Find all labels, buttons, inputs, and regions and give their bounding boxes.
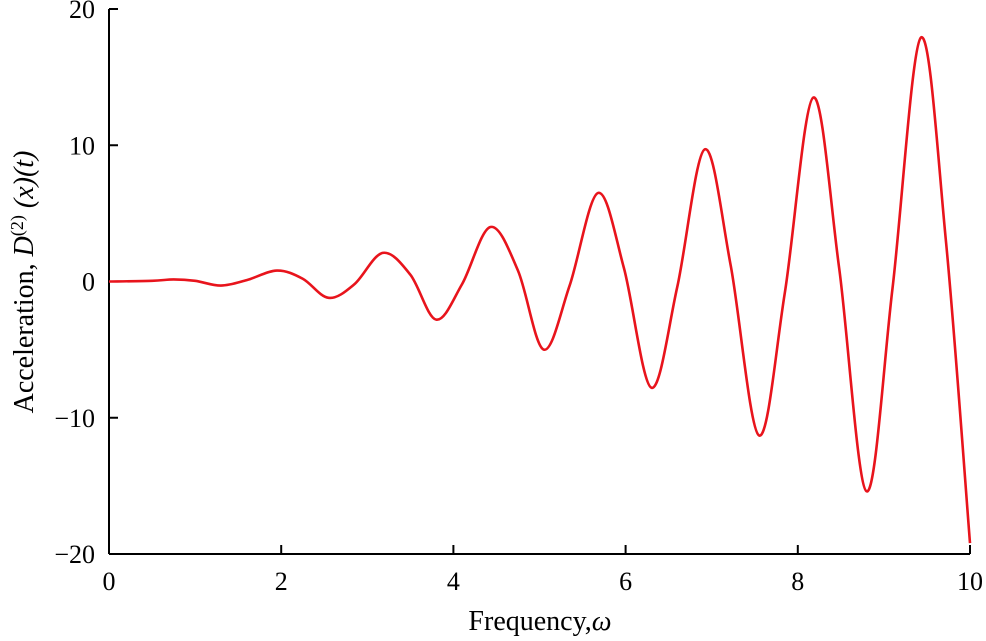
y-tick-label: −20 (54, 540, 95, 569)
series-line (108, 36, 972, 544)
x-axis-title: Frequency,ω (468, 606, 611, 637)
x-tick-label: 10 (957, 567, 983, 596)
y-axis-title-rest: (x)(t) (9, 151, 40, 216)
y-tick-label: −10 (54, 404, 95, 433)
x-axis-title-text: Frequency, (468, 606, 591, 637)
y-axis-title-sup: (2) (7, 215, 28, 236)
y-tick-label: 10 (69, 131, 95, 160)
x-axis-title-symbol: ω (592, 606, 612, 637)
x-tick-label: 0 (103, 567, 116, 596)
y-tick-label: 20 (69, 0, 95, 24)
x-tick-label: 6 (619, 567, 632, 596)
y-axis-title: Acceleration, D(2) (x)(t) (7, 151, 40, 414)
x-tick-label: 8 (791, 567, 804, 596)
x-tick-label: 4 (447, 567, 460, 596)
y-tick-label: 0 (82, 268, 95, 297)
y-axis-title-d: D (9, 236, 40, 257)
tick-labels: 0 2 4 6 8 10 20 10 0 −10 −20 (54, 0, 983, 596)
x-tick-label: 2 (275, 567, 288, 596)
y-axis-title-text: Acceleration, (9, 256, 40, 413)
